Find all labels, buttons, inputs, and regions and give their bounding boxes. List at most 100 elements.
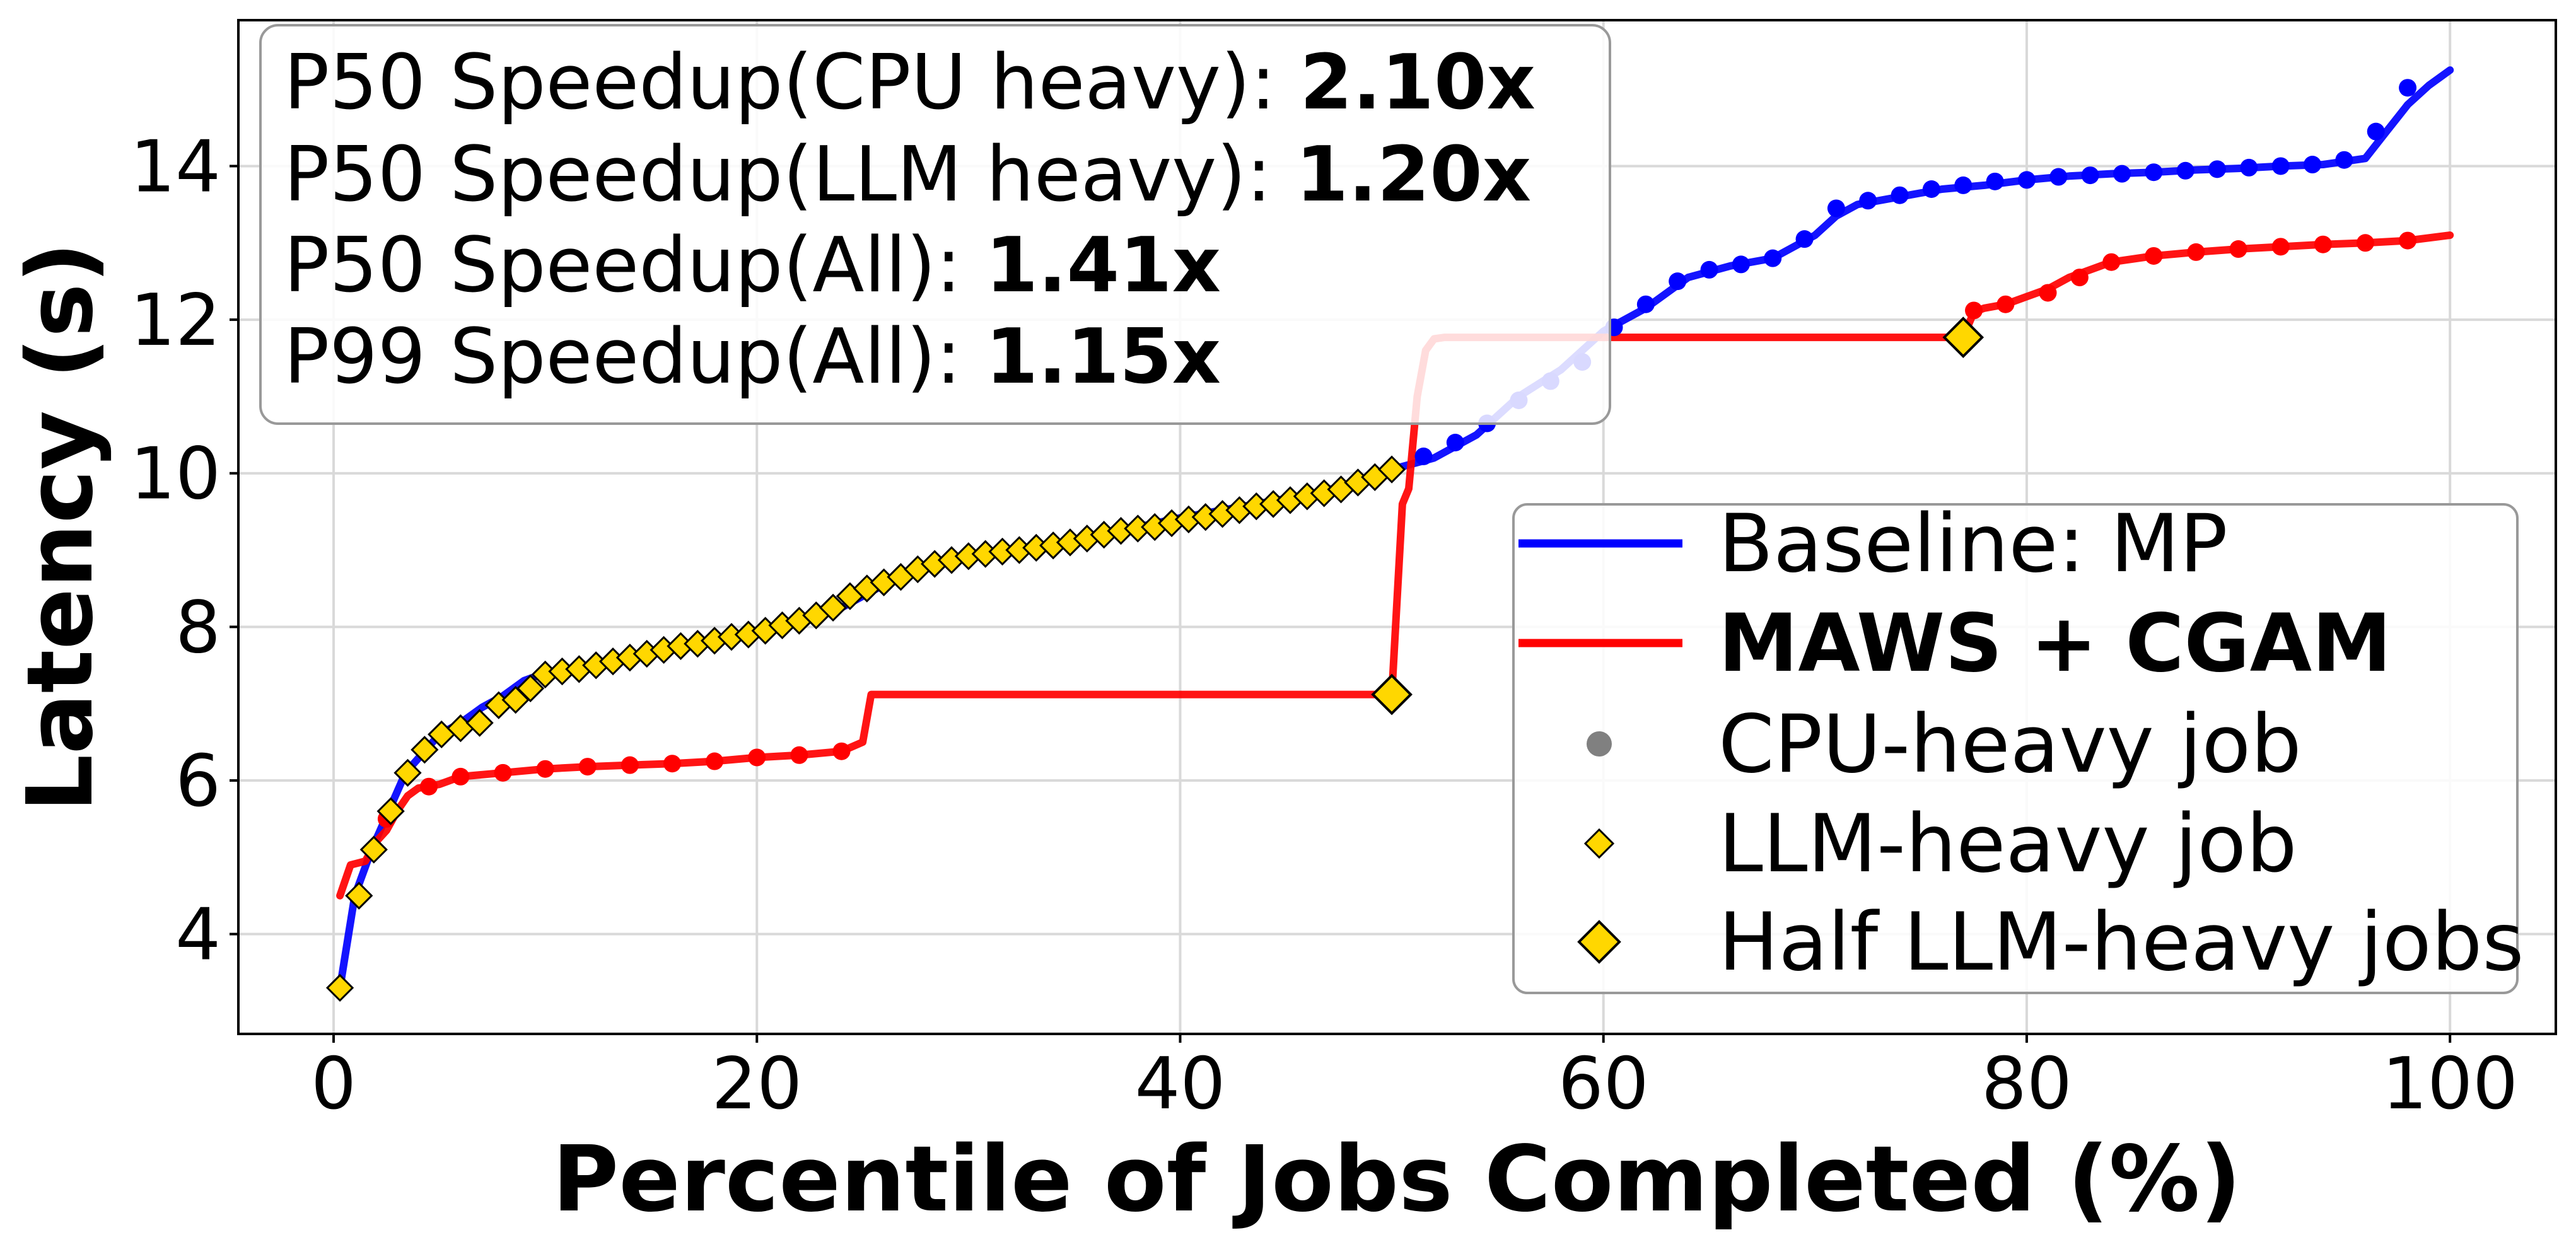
y-tick-label: 6 — [175, 740, 221, 823]
cpu-heavy-point-baseline — [1764, 249, 1782, 267]
cpu-heavy-point-maws — [2145, 246, 2163, 265]
cpu-heavy-point-baseline — [2304, 156, 2322, 174]
half-llm-heavy-marker — [1371, 673, 1413, 716]
cpu-heavy-point-baseline — [1795, 230, 1814, 248]
cpu-heavy-point-baseline — [1986, 172, 2004, 190]
cpu-heavy-point-maws — [790, 746, 808, 764]
cpu-heavy-point-baseline — [2271, 157, 2290, 175]
cpu-heavy-point-baseline — [1636, 295, 1655, 313]
annotation-box: P50 Speedup(CPU heavy): 2.10x P50 Speedu… — [259, 24, 1611, 425]
cpu-heavy-point-baseline — [1922, 180, 1940, 198]
x-tick-label: 20 — [711, 1042, 802, 1125]
annotation-line-p50-cpu: P50 Speedup(CPU heavy): 2.10x — [284, 39, 1536, 127]
cpu-heavy-point-baseline — [2049, 168, 2068, 186]
annotation-value-p50-cpu: 2.10x — [1300, 39, 1535, 127]
cpu-heavy-point-maws — [536, 760, 554, 778]
x-tick-label: 80 — [1981, 1042, 2072, 1125]
cpu-heavy-point-maws — [706, 752, 724, 770]
legend-label-cpu-heavy: CPU-heavy job — [1718, 697, 2302, 791]
cpu-heavy-point-baseline — [1414, 447, 1433, 465]
legend-frame — [1512, 503, 2519, 994]
annotation-value-p50-llm: 1.20x — [1296, 131, 1531, 219]
cpu-heavy-point-baseline — [2145, 163, 2163, 182]
cpu-heavy-point-maws — [2314, 235, 2332, 253]
annotation-label-p50-llm: P50 Speedup(LLM heavy): — [284, 131, 1296, 219]
cpu-heavy-point-baseline — [1700, 260, 1718, 279]
llm-heavy-point — [411, 736, 439, 764]
llm-heavy-point — [819, 593, 848, 622]
cpu-heavy-point-baseline — [2335, 151, 2353, 169]
annotation-line-p50-all: P50 Speedup(All): 1.41x — [284, 222, 1221, 310]
cpu-heavy-point-baseline — [2240, 158, 2258, 177]
llm-heavy-point — [376, 797, 405, 825]
annotation-value-p99-all: 1.15x — [986, 313, 1221, 401]
legend-swatch-cpu-heavy — [1587, 731, 1612, 757]
annotation-box-frame — [259, 24, 1611, 425]
legend-label-llm-heavy: LLM-heavy job — [1718, 797, 2297, 890]
cpu-heavy-point-maws — [2039, 284, 2057, 302]
cpu-heavy-point-maws — [1965, 301, 1983, 320]
legend-label-half-llm-heavy: Half LLM-heavy jobs — [1718, 895, 2524, 989]
cpu-heavy-point-maws — [2399, 231, 2417, 250]
y-tick-label: 12 — [130, 279, 221, 362]
y-tick-label: 4 — [175, 893, 221, 977]
y-tick-label: 8 — [175, 586, 221, 669]
cpu-heavy-point-maws — [420, 777, 438, 796]
x-tick-label: 0 — [311, 1042, 356, 1125]
cpu-heavy-point-baseline — [2208, 160, 2227, 178]
legend-swatch-half-llm-heavy — [1577, 920, 1621, 964]
x-tick-label: 60 — [1558, 1042, 1649, 1125]
legend-swatch-llm-heavy — [1583, 828, 1615, 859]
llm-heavy-point — [1377, 455, 1406, 484]
annotation-value-p50-all: 1.41x — [986, 222, 1221, 310]
half-llm-heavy-marker — [1942, 316, 1984, 358]
cpu-heavy-point-baseline — [1891, 186, 1909, 204]
x-axis-title: Percentile of Jobs Completed (%) — [552, 1126, 2242, 1232]
cpu-heavy-point-maws — [578, 758, 597, 776]
cpu-heavy-point-baseline — [2176, 161, 2194, 180]
plot-frame — [237, 19, 2557, 1035]
x-tick-label: 40 — [1135, 1042, 1226, 1125]
legend: Baseline: MP MAWS + CGAM CPU-heavy job L… — [1512, 497, 2524, 994]
cpu-heavy-point-baseline — [1732, 255, 1750, 274]
cpu-heavy-point-maws — [832, 742, 851, 760]
axis-ticks: 0 20 40 60 80 100 4 6 8 10 12 14 — [130, 125, 2518, 1125]
cpu-heavy-point-baseline — [2017, 171, 2036, 189]
annotation-label-p99-all: P99 Speedup(All): — [284, 313, 986, 401]
llm-heavy-point — [359, 835, 388, 864]
cpu-heavy-point-baseline — [2399, 79, 2417, 97]
llm-heavy-point — [345, 881, 373, 910]
cpu-heavy-point-maws — [2356, 234, 2374, 252]
cpu-heavy-point-baseline — [2081, 166, 2099, 185]
x-tick-label: 100 — [2382, 1042, 2518, 1125]
y-axis-title: Latency (s) — [7, 242, 113, 813]
cpu-heavy-point-maws — [2187, 243, 2205, 261]
cpu-heavy-point-maws — [621, 756, 639, 774]
y-tick-label: 14 — [130, 125, 221, 208]
cpu-heavy-point-baseline — [2367, 122, 2385, 141]
cpu-heavy-point-baseline — [2113, 165, 2131, 183]
legend-label-baseline: Baseline: MP — [1718, 497, 2228, 590]
annotation-line-p99-all: P99 Speedup(All): 1.15x — [284, 313, 1221, 401]
llm-heavy-point — [393, 758, 422, 787]
cpu-heavy-point-maws — [452, 767, 470, 786]
cpu-heavy-point-maws — [2229, 240, 2247, 258]
cpu-heavy-point-maws — [2070, 269, 2089, 287]
llm-heavy-point — [465, 709, 494, 737]
cpu-heavy-point-maws — [663, 755, 682, 773]
cpu-heavy-point-maws — [1996, 295, 2015, 313]
cpu-heavy-point-baseline — [1859, 192, 1877, 210]
cpu-heavy-point-baseline — [1669, 272, 1687, 291]
cpu-heavy-point-maws — [2271, 238, 2290, 256]
annotation-label-p50-all: P50 Speedup(All): — [284, 222, 986, 310]
cpu-heavy-point-maws — [2102, 253, 2121, 271]
cpu-heavy-point-maws — [748, 748, 766, 767]
cpu-heavy-point-baseline — [1446, 434, 1464, 451]
y-tick-label: 10 — [130, 432, 221, 516]
cpu-heavy-point-baseline — [1827, 199, 1845, 218]
llm-heavy-point — [516, 674, 545, 702]
cpu-heavy-point-baseline — [1954, 176, 1973, 194]
cpu-heavy-point-maws — [494, 763, 512, 782]
annotation-label-p50-cpu: P50 Speedup(CPU heavy): — [284, 39, 1300, 127]
